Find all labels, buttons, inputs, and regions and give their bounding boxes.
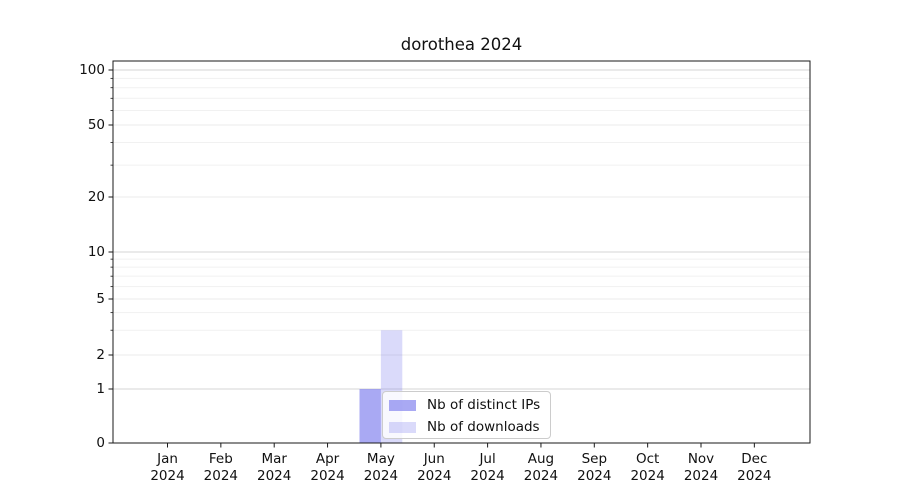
year-label: 2024 bbox=[470, 468, 505, 484]
bar-nb-of-distinct-ips-may bbox=[359, 389, 381, 443]
year-label: 2024 bbox=[417, 468, 452, 484]
year-label: 2024 bbox=[523, 468, 559, 484]
year-label: 2024 bbox=[203, 468, 239, 484]
month-label: Nov bbox=[687, 451, 715, 467]
x-tick-label-jan: Jan 2024 bbox=[136, 451, 200, 485]
distinct-ips-swatch-icon bbox=[389, 399, 416, 411]
x-tick-label-dec: Dec 2024 bbox=[722, 451, 786, 485]
y-tick-label-0: 0 bbox=[96, 434, 105, 451]
month-label: Dec bbox=[741, 451, 768, 467]
month-label: Mar bbox=[261, 451, 287, 467]
x-tick-label-may: May 2024 bbox=[349, 451, 413, 485]
month-label: Sep bbox=[581, 451, 608, 467]
y-tick-label-10: 10 bbox=[87, 243, 105, 260]
year-label: 2024 bbox=[257, 468, 292, 484]
legend-label-distinct-ips: Nb of distinct IPs bbox=[427, 397, 541, 413]
year-label: 2024 bbox=[683, 468, 719, 484]
x-tick-label-feb: Feb 2024 bbox=[189, 451, 253, 485]
month-label: Oct bbox=[635, 451, 660, 467]
legend-row-distinct-ips: Nb of distinct IPs bbox=[389, 394, 542, 416]
year-label: 2024 bbox=[737, 468, 772, 484]
x-tick-label-oct: Oct 2024 bbox=[616, 451, 680, 485]
month-label: Jun bbox=[423, 451, 445, 467]
downloads-swatch-icon bbox=[389, 421, 416, 433]
y-tick-label-50: 50 bbox=[87, 116, 105, 133]
month-label: Jul bbox=[479, 451, 496, 467]
legend: Nb of distinct IPs Nb of downloads bbox=[382, 391, 551, 439]
y-tick-label-100: 100 bbox=[79, 61, 105, 78]
month-label: Jan bbox=[157, 451, 178, 467]
x-tick-label-sep: Sep 2024 bbox=[562, 451, 626, 485]
month-label: Feb bbox=[208, 451, 233, 467]
month-label: Aug bbox=[527, 451, 555, 467]
x-tick-label-jul: Jul 2024 bbox=[456, 451, 520, 485]
x-tick-label-apr: Apr 2024 bbox=[296, 451, 360, 485]
legend-label-downloads: Nb of downloads bbox=[427, 419, 540, 435]
y-tick-label-1: 1 bbox=[96, 380, 105, 397]
x-tick-label-nov: Nov 2024 bbox=[669, 451, 733, 485]
year-label: 2024 bbox=[363, 468, 399, 484]
year-label: 2024 bbox=[630, 468, 665, 484]
year-label: 2024 bbox=[577, 468, 612, 484]
year-label: 2024 bbox=[150, 468, 185, 484]
chart-title: dorothea 2024 bbox=[400, 35, 523, 54]
x-tick-label-mar: Mar 2024 bbox=[242, 451, 306, 485]
y-tick-label-2: 2 bbox=[96, 346, 105, 363]
x-tick-label-aug: Aug 2024 bbox=[509, 451, 573, 485]
y-tick-label-5: 5 bbox=[96, 290, 105, 307]
year-label: 2024 bbox=[310, 468, 345, 484]
month-label: May bbox=[366, 451, 395, 467]
y-tick-label-20: 20 bbox=[87, 188, 105, 205]
month-label: Apr bbox=[315, 451, 340, 467]
legend-row-downloads: Nb of downloads bbox=[389, 416, 542, 438]
x-tick-label-jun: Jun 2024 bbox=[402, 451, 466, 485]
